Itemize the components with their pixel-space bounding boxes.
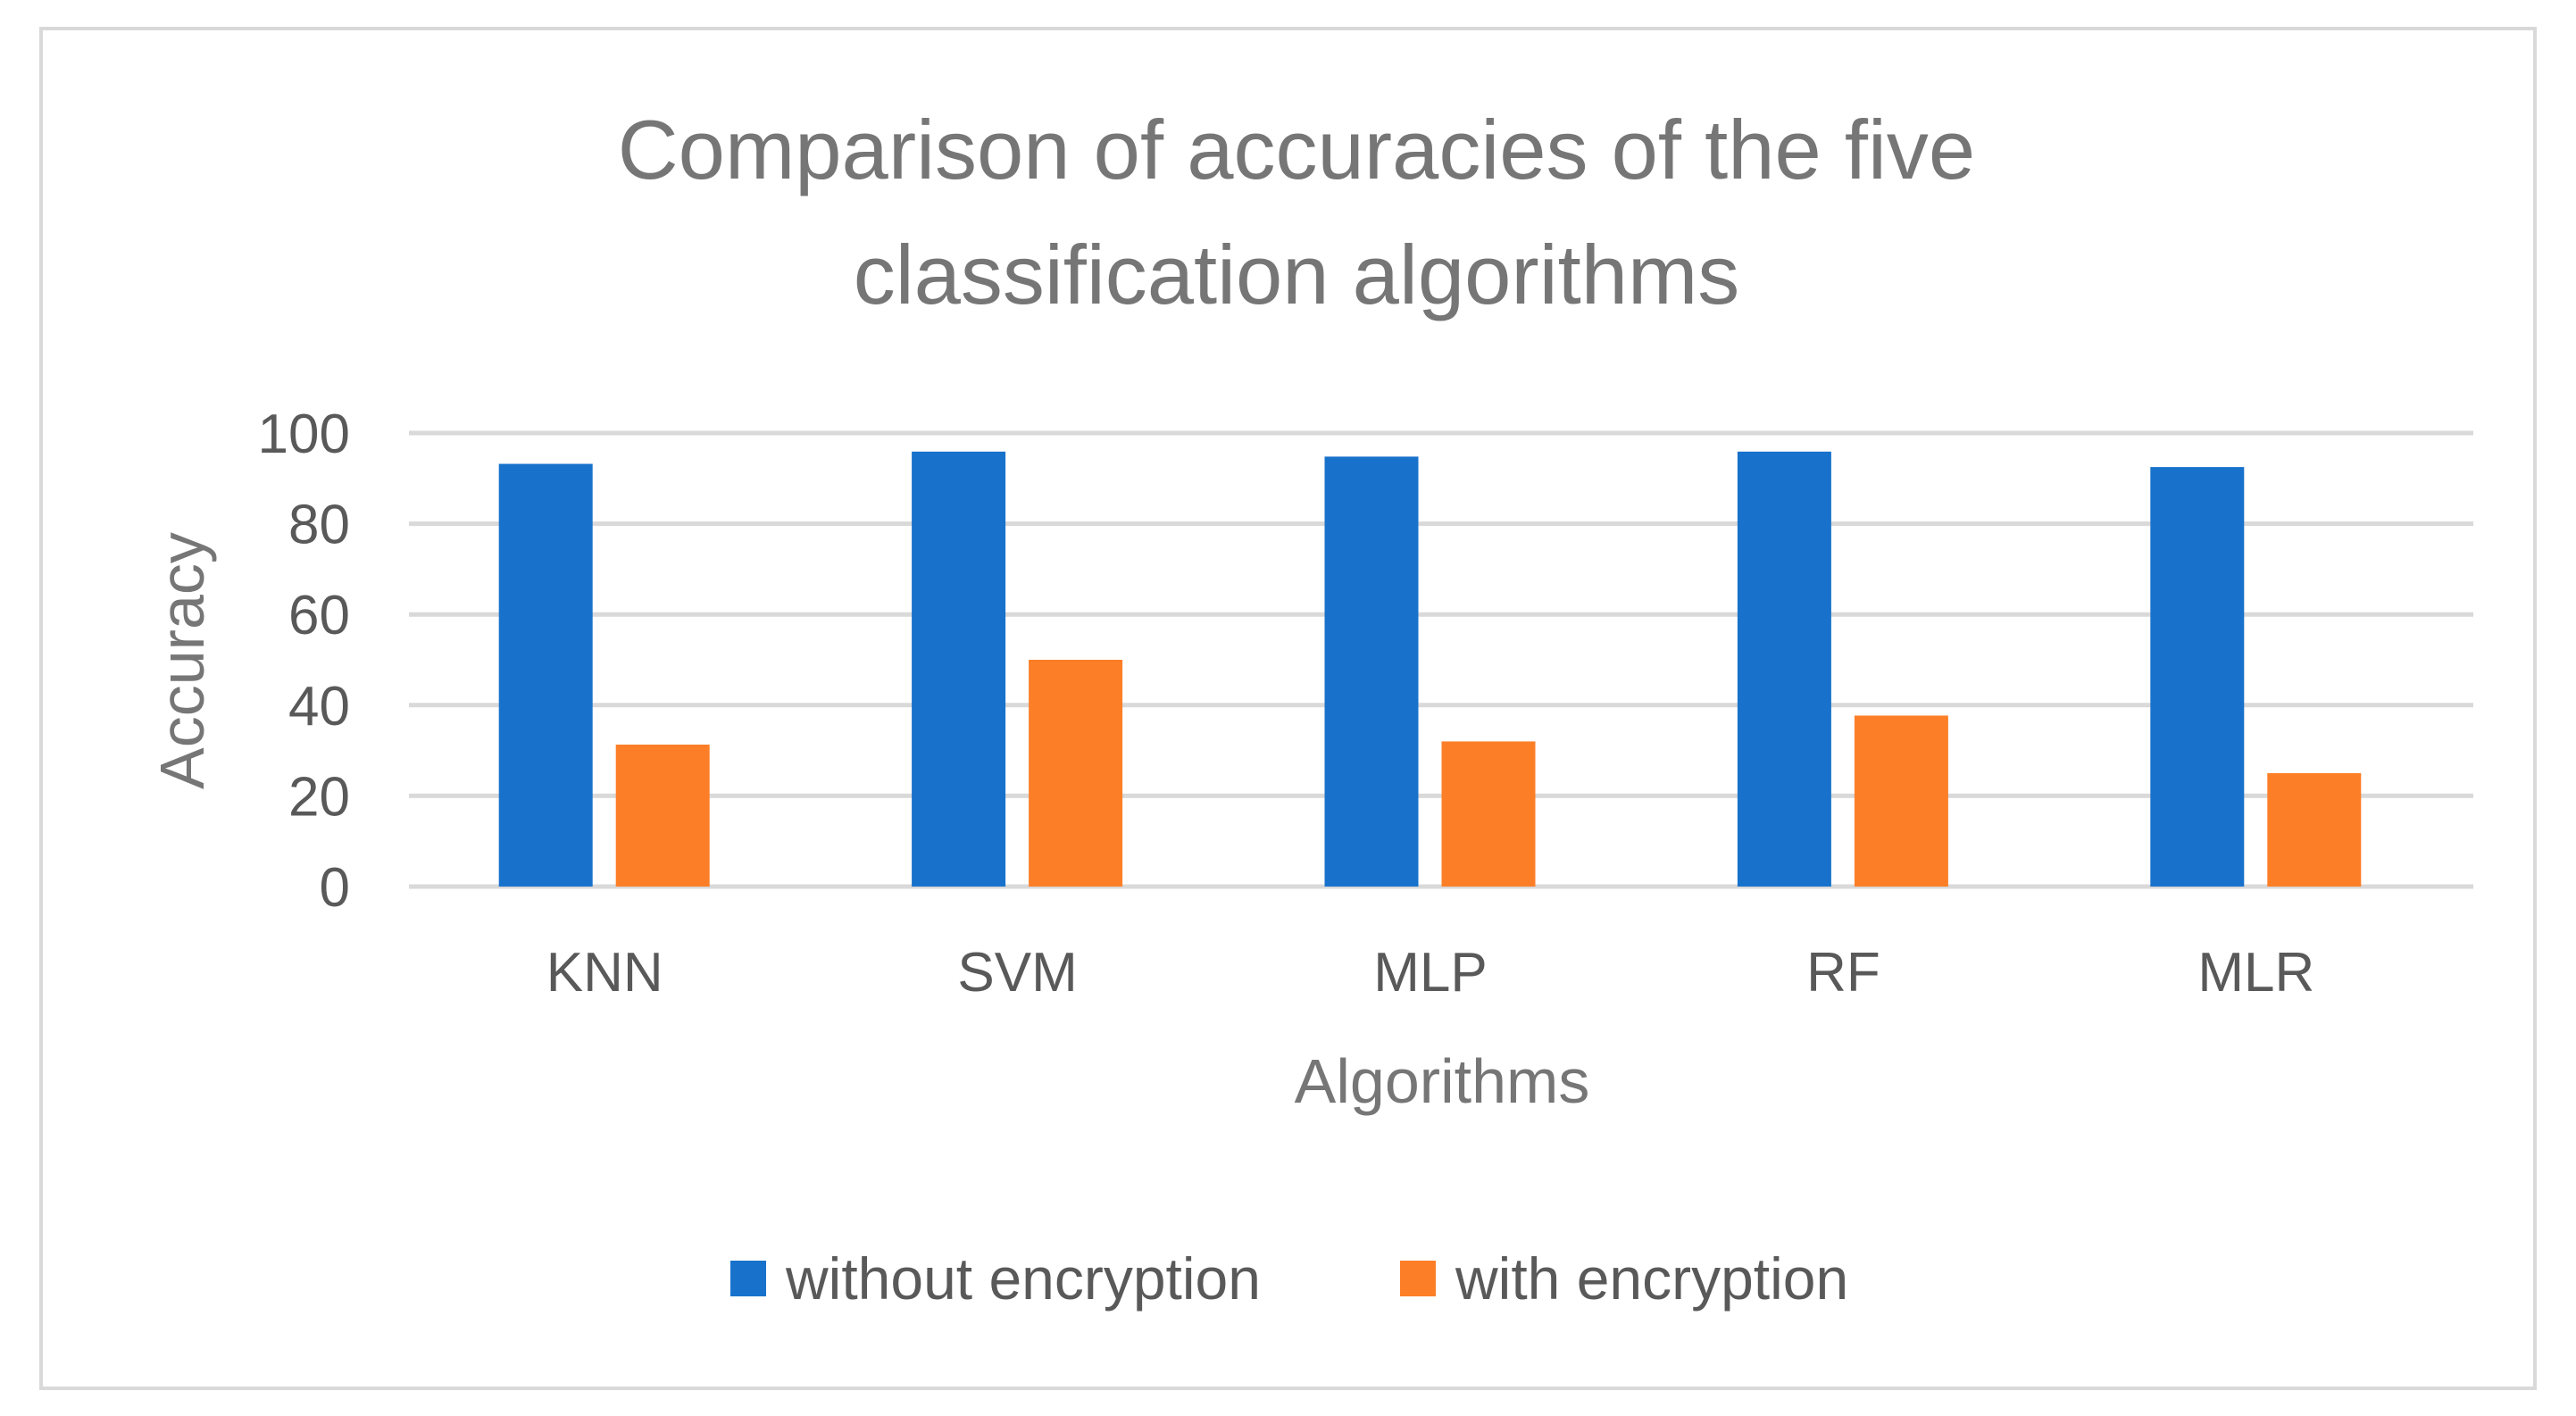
chart-frame — [39, 27, 2537, 1390]
bar-mlp-without-encryption — [1324, 456, 1419, 887]
chart-title-line-2: classification algorithms — [854, 228, 1740, 321]
legend-label: with encryption — [1455, 1245, 1848, 1312]
bar-mlr-with-encryption — [2267, 773, 2362, 887]
y-tick-label: 0 — [320, 857, 350, 919]
bar-mlp-with-encryption — [1441, 741, 1536, 887]
legend-label: without encryption — [785, 1245, 1261, 1312]
y-axis-title: Accuracy — [147, 532, 217, 789]
chart-title-line-1: Comparison of accuracies of the five — [618, 103, 1975, 196]
bars — [498, 451, 2362, 887]
x-category-label: KNN — [546, 942, 663, 1004]
x-axis-title: Algorithms — [1295, 1046, 1590, 1116]
bar-mlr-without-encryption — [2150, 467, 2245, 887]
legend-swatch — [1400, 1261, 1436, 1296]
bar-svm-with-encryption — [1029, 660, 1123, 887]
y-tick-label: 80 — [288, 495, 350, 556]
bar-svm-without-encryption — [912, 451, 1006, 887]
bar-rf-without-encryption — [1737, 451, 1831, 887]
bar-rf-with-encryption — [1854, 715, 1948, 887]
legend: without encryption with encryption — [730, 1245, 1848, 1312]
legend-swatch — [730, 1261, 766, 1296]
y-tick-label: 40 — [288, 676, 350, 737]
y-axis-ticks: 0 20 40 60 80 100 — [258, 404, 350, 919]
y-tick-label: 100 — [258, 404, 350, 465]
x-category-label: MLP — [1373, 942, 1487, 1004]
bar-knn-without-encryption — [498, 463, 593, 887]
gridlines — [409, 430, 2473, 889]
x-category-label: RF — [1806, 942, 1880, 1004]
y-tick-label: 20 — [288, 766, 350, 828]
chart-title: Comparison of accuracies of the five cla… — [618, 103, 1975, 321]
bar-knn-with-encryption — [615, 744, 710, 887]
x-axis-categories: KNN SVM MLP RF MLR — [546, 942, 2315, 1004]
y-tick-label: 60 — [288, 585, 350, 646]
x-category-label: MLR — [2197, 942, 2314, 1004]
x-category-label: SVM — [957, 942, 1077, 1004]
